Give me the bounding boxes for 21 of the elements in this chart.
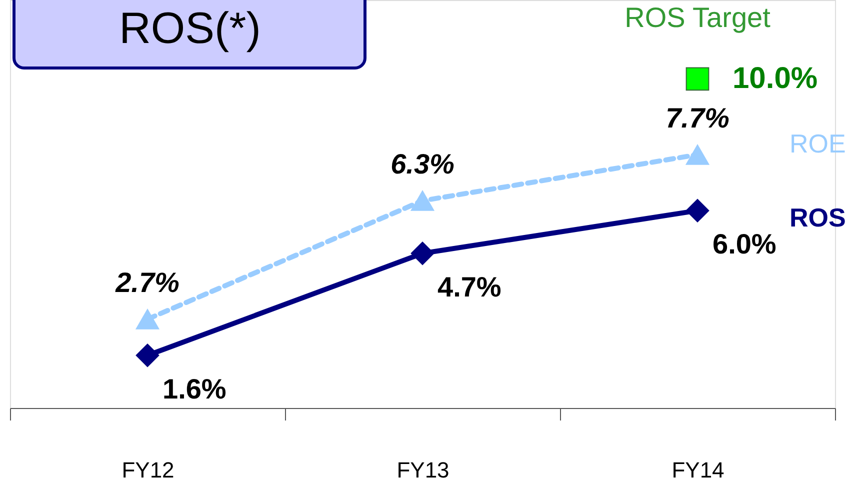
text: ROS — [790, 202, 846, 233]
point — [686, 198, 710, 222]
point — [136, 308, 160, 330]
point — [136, 344, 160, 368]
data-label: 6.3% — [390, 148, 455, 180]
data-label: 10.0% — [732, 62, 818, 95]
text: ROE — [790, 128, 846, 159]
series-label: ROS Target — [624, 2, 771, 33]
data-label: 2.7% — [114, 267, 180, 298]
data-label: 6.0% — [712, 228, 776, 260]
x-tick-label: FY13 — [396, 458, 450, 482]
point — [410, 190, 434, 211]
x-tick-label: FY14 — [672, 458, 724, 482]
point — [410, 242, 434, 266]
data-label: 7.7% — [666, 102, 730, 134]
chart-title: ROS(*) — [119, 4, 261, 53]
point — [686, 67, 710, 91]
data-label: 4.7% — [438, 271, 502, 302]
data-label: 1.6% — [162, 373, 226, 404]
x-tick-label: FY12 — [122, 458, 174, 482]
point — [686, 144, 710, 165]
